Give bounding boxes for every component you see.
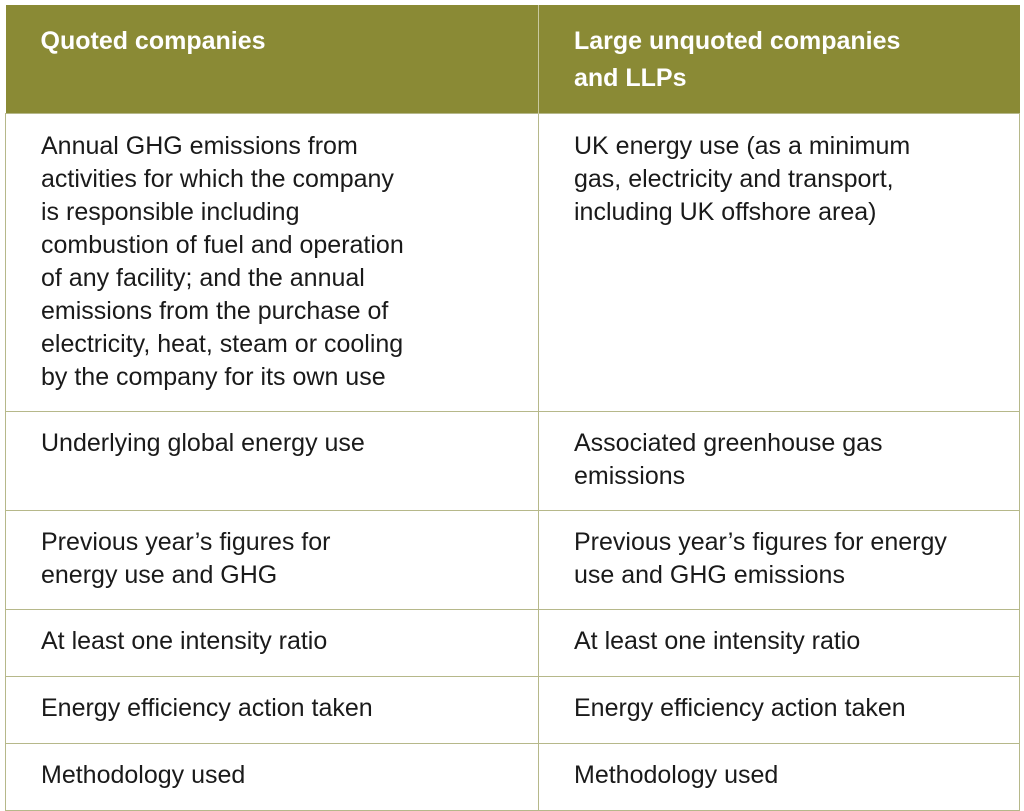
- table-cell-quoted: Underlying global energy use: [5, 411, 539, 511]
- table-row: Energy efficiency action taken Energy ef…: [5, 676, 1020, 744]
- table-cell-unquoted: At least one intensity ratio: [538, 609, 1020, 677]
- table-cell-quoted: Annual GHG emissions from activities for…: [5, 113, 539, 412]
- table-cell-unquoted: Methodology used: [538, 743, 1020, 811]
- table-row: Methodology used Methodology used: [5, 743, 1020, 811]
- table-cell-unquoted: Previous year’s figures for energy use a…: [538, 510, 1020, 610]
- table-row: Previous year’s figures for energy use a…: [5, 510, 1020, 610]
- table-cell-unquoted: Energy efficiency action taken: [538, 676, 1020, 744]
- table-row: Annual GHG emissions from activities for…: [5, 113, 1020, 412]
- table-cell-quoted: Energy efficiency action taken: [5, 676, 539, 744]
- table-cell-unquoted: Associated greenhouse gas emissions: [538, 411, 1020, 511]
- table-cell-quoted: At least one intensity ratio: [5, 609, 539, 677]
- table-row: Underlying global energy use Associated …: [5, 411, 1020, 511]
- table-row: At least one intensity ratio At least on…: [5, 609, 1020, 677]
- header-quoted-companies: Quoted companies: [5, 5, 539, 114]
- table-cell-quoted: Previous year’s figures for energy use a…: [5, 510, 539, 610]
- header-large-unquoted-companies: Large unquoted companies and LLPs: [538, 5, 1020, 114]
- table-header-row: Quoted companies Large unquoted companie…: [5, 5, 1020, 114]
- table-cell-quoted: Methodology used: [5, 743, 539, 811]
- reporting-requirements-table: Quoted companies Large unquoted companie…: [5, 5, 1020, 811]
- table-cell-unquoted: UK energy use (as a minimum gas, electri…: [538, 113, 1020, 412]
